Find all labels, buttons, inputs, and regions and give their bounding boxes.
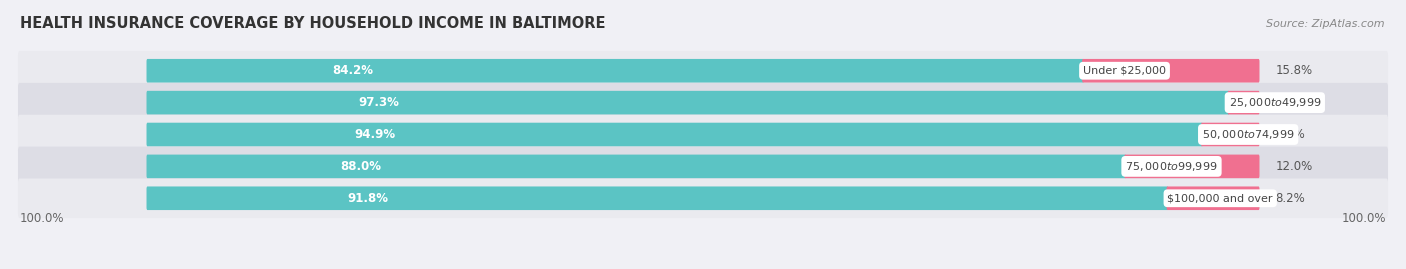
FancyBboxPatch shape <box>18 51 1388 90</box>
Text: HEALTH INSURANCE COVERAGE BY HOUSEHOLD INCOME IN BALTIMORE: HEALTH INSURANCE COVERAGE BY HOUSEHOLD I… <box>20 16 605 31</box>
Text: 15.8%: 15.8% <box>1275 64 1312 77</box>
FancyBboxPatch shape <box>1227 91 1260 114</box>
Text: 100.0%: 100.0% <box>1341 211 1386 225</box>
Text: 97.3%: 97.3% <box>359 96 399 109</box>
FancyBboxPatch shape <box>1201 123 1260 146</box>
Text: Under $25,000: Under $25,000 <box>1083 66 1166 76</box>
Text: 94.9%: 94.9% <box>354 128 395 141</box>
FancyBboxPatch shape <box>146 91 1229 114</box>
Text: 5.1%: 5.1% <box>1275 128 1305 141</box>
FancyBboxPatch shape <box>18 83 1388 122</box>
FancyBboxPatch shape <box>146 123 1202 146</box>
Text: $100,000 and over: $100,000 and over <box>1167 193 1272 203</box>
Text: 2.7%: 2.7% <box>1275 96 1305 109</box>
FancyBboxPatch shape <box>146 186 1168 210</box>
FancyBboxPatch shape <box>18 147 1388 186</box>
Text: 84.2%: 84.2% <box>332 64 374 77</box>
FancyBboxPatch shape <box>18 179 1388 218</box>
FancyBboxPatch shape <box>146 155 1126 178</box>
Text: 91.8%: 91.8% <box>347 192 388 205</box>
Text: $75,000 to $99,999: $75,000 to $99,999 <box>1125 160 1218 173</box>
FancyBboxPatch shape <box>18 115 1388 154</box>
Text: 12.0%: 12.0% <box>1275 160 1313 173</box>
FancyBboxPatch shape <box>1083 59 1260 83</box>
Text: $25,000 to $49,999: $25,000 to $49,999 <box>1229 96 1322 109</box>
Text: Source: ZipAtlas.com: Source: ZipAtlas.com <box>1267 19 1385 29</box>
Text: 8.2%: 8.2% <box>1275 192 1305 205</box>
Text: 88.0%: 88.0% <box>340 160 381 173</box>
FancyBboxPatch shape <box>146 59 1084 83</box>
FancyBboxPatch shape <box>1125 155 1260 178</box>
Text: 100.0%: 100.0% <box>20 211 65 225</box>
FancyBboxPatch shape <box>1167 186 1260 210</box>
Text: $50,000 to $74,999: $50,000 to $74,999 <box>1202 128 1295 141</box>
